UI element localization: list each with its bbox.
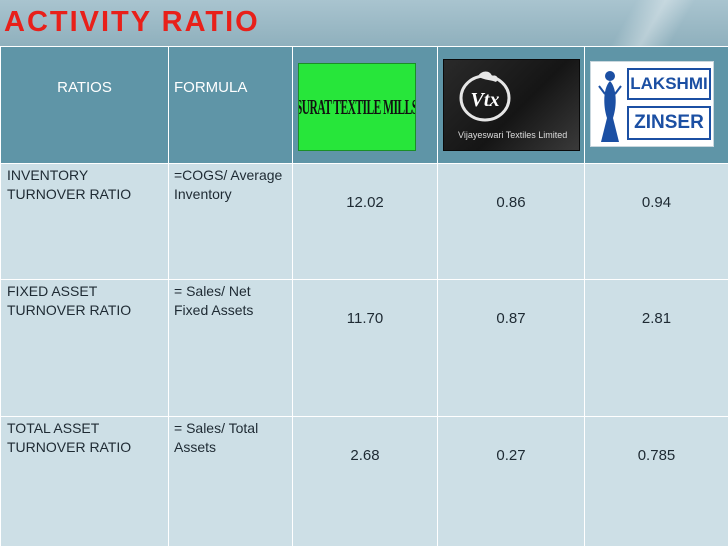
ratio-name: FIXED ASSET TURNOVER RATIO (7, 283, 132, 318)
ratio-formula: =COGS/ Average Inventory (174, 167, 283, 202)
surat-value: 2.68 (350, 447, 380, 464)
ratio-name: INVENTORY TURNOVER RATIO (7, 167, 132, 202)
header-band (0, 0, 728, 46)
lakshmi-zinser-logo: LAKSHMI ZINSER (590, 61, 714, 147)
ratio-formula: = Sales/ Net Fixed Assets (174, 283, 254, 318)
vtx-value: 0.86 (496, 194, 526, 211)
surat-logo-text: SURAT TEXTILE MILLS (298, 95, 416, 119)
header-swoosh (558, 0, 728, 46)
formula-cell: = Sales/ Total Assets (168, 416, 293, 546)
lakshmi-value-cell: 2.81 (584, 279, 728, 417)
header-surat: SURAT TEXTILE MILLS (292, 46, 438, 164)
vtx-emblem-icon: Vtx (459, 71, 511, 122)
lakshmi-value: 0.94 (641, 194, 672, 211)
lakshmi-logo-line1: LAKSHMI (627, 68, 711, 100)
ratio-name-cell: TOTAL ASSET TURNOVER RATIO (0, 416, 169, 546)
lakshmi-value: 0.785 (637, 447, 676, 464)
vijayeswari-textiles-logo: Vtx Vijayeswari Textiles Limited (443, 59, 580, 151)
surat-value-cell: 2.68 (292, 416, 438, 546)
ratio-formula: = Sales/ Total Assets (174, 420, 259, 455)
ratios-table: RATIOS FORMULA SURAT TEXTILE MILLS (0, 46, 728, 546)
formula-cell: = Sales/ Net Fixed Assets (168, 279, 293, 417)
surat-value: 11.70 (346, 310, 384, 327)
formula-cell: =COGS/ Average Inventory (168, 163, 293, 280)
ratio-name: TOTAL ASSET TURNOVER RATIO (7, 420, 132, 455)
slide-title: ACTIVITY RATIO (4, 6, 260, 38)
surat-value: 12.02 (346, 194, 384, 211)
table-row: TOTAL ASSET TURNOVER RATIO = Sales/ Tota… (0, 416, 728, 546)
surat-textile-mills-logo: SURAT TEXTILE MILLS (298, 63, 416, 151)
table-row: FIXED ASSET TURNOVER RATIO = Sales/ Net … (0, 279, 728, 417)
header-formula-label: FORMULA (174, 79, 248, 96)
lakshmi-value-cell: 0.94 (584, 163, 728, 280)
surat-value-cell: 11.70 (292, 279, 438, 417)
vtx-value: 0.87 (496, 310, 526, 327)
vtx-value-cell: 0.87 (437, 279, 585, 417)
header-ratios-label: RATIOS (57, 79, 112, 96)
header-vtx: Vtx Vijayeswari Textiles Limited (437, 46, 585, 164)
lakshmi-value: 2.81 (641, 310, 672, 327)
lakshmi-figure-icon (598, 71, 622, 142)
header-lakshmi: LAKSHMI ZINSER (584, 46, 728, 164)
lakshmi-value-cell: 0.785 (584, 416, 728, 546)
lakshmi-logo-line2: ZINSER (627, 106, 711, 140)
surat-value-cell: 12.02 (292, 163, 438, 280)
header-ratios: RATIOS (0, 46, 169, 164)
vtx-logo-text: Vijayeswari Textiles Limited (458, 130, 568, 140)
ratio-name-cell: INVENTORY TURNOVER RATIO (0, 163, 169, 280)
vtx-value-cell: 0.27 (437, 416, 585, 546)
header-formula: FORMULA (168, 46, 293, 164)
ratio-name-cell: FIXED ASSET TURNOVER RATIO (0, 279, 169, 417)
vtx-value: 0.27 (496, 447, 526, 464)
table-header-row: RATIOS FORMULA SURAT TEXTILE MILLS (0, 46, 728, 164)
vtx-value-cell: 0.86 (437, 163, 585, 280)
table-row: INVENTORY TURNOVER RATIO =COGS/ Average … (0, 163, 728, 280)
vtx-mark-text: Vtx (471, 89, 500, 111)
